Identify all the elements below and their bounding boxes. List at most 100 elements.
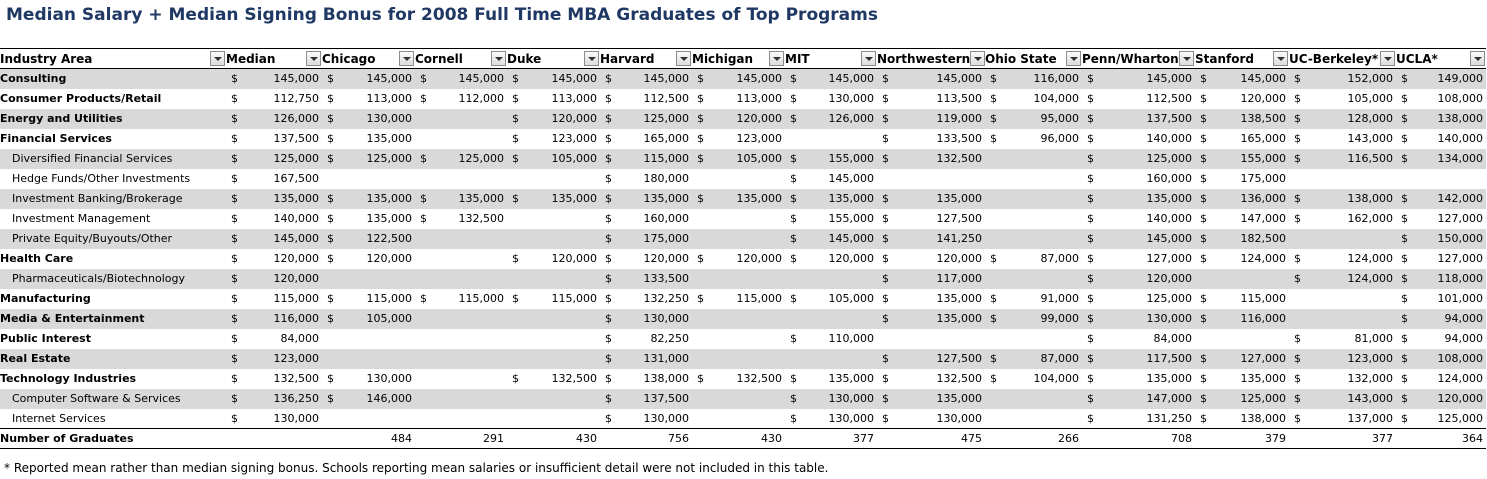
table-cell: $167,500 (226, 169, 322, 189)
filter-dropdown-icon[interactable] (1273, 51, 1288, 66)
filter-dropdown-icon[interactable] (970, 51, 985, 66)
cell-value: 291 (483, 432, 504, 445)
currency-symbol: $ (1200, 171, 1207, 185)
cell-value: 135,000 (936, 191, 983, 205)
table-cell: $101,000 (1396, 289, 1486, 309)
filter-dropdown-icon[interactable] (584, 51, 599, 66)
table-cell: $133,500 (877, 129, 985, 149)
filter-dropdown-icon[interactable] (306, 51, 321, 66)
table-cell: $145,000 (415, 68, 507, 89)
currency-symbol: $ (790, 251, 797, 265)
cell-value: 145,000 (936, 72, 983, 85)
cell-value: 125,000 (1437, 411, 1484, 425)
cell-value: 266 (1058, 432, 1079, 445)
currency-symbol: $ (882, 131, 889, 145)
table-row: Manufacturing $115,000 $115,000 $115,000 $11… (0, 289, 1486, 309)
table-cell: $123,000 (692, 129, 785, 149)
table-cell: $125,000 (1082, 148, 1195, 169)
currency-symbol: $ (231, 231, 238, 245)
cell-value: 133,500 (643, 271, 690, 285)
table-cell: $96,000 (985, 129, 1082, 149)
filter-dropdown-icon[interactable] (1179, 51, 1194, 66)
table-row: Energy and Utilities $126,000 $130,000 $120… (0, 108, 1486, 129)
table-cell: $175,000 (600, 228, 692, 249)
table-cell: $130,000 (785, 89, 877, 109)
table-cell: $135,000 (322, 129, 415, 149)
cell-value: 94,000 (1444, 311, 1484, 325)
currency-symbol: $ (327, 211, 334, 225)
table-cell: $84,000 (226, 329, 322, 349)
currency-symbol: $ (697, 371, 704, 385)
table-cell (226, 428, 322, 449)
currency-symbol: $ (790, 391, 797, 405)
currency-symbol: $ (605, 151, 612, 165)
table-cell (985, 169, 1082, 189)
row-label: Computer Software & Services (0, 388, 226, 409)
table-cell (985, 268, 1082, 289)
table-cell (692, 308, 785, 329)
cell-value: 116,000 (1240, 311, 1287, 325)
currency-symbol: $ (1401, 231, 1408, 245)
currency-symbol: $ (605, 411, 612, 425)
filter-dropdown-icon[interactable] (491, 51, 506, 66)
cell-value: 125,000 (366, 151, 413, 165)
table-row: Health Care $120,000 $120,000 $120,000 $120,… (0, 249, 1486, 269)
cell-value: 145,000 (736, 72, 783, 85)
cell-value: 130,000 (643, 411, 690, 425)
filter-dropdown-icon[interactable] (399, 51, 414, 66)
filter-dropdown-icon[interactable] (861, 51, 876, 66)
cell-value: 124,000 (1240, 251, 1287, 265)
currency-symbol: $ (1401, 331, 1408, 345)
cell-value: 167,500 (273, 171, 320, 185)
cell-value: 120,000 (273, 271, 320, 285)
table-cell (1289, 289, 1396, 309)
table-cell: $124,000 (1289, 249, 1396, 269)
cell-value: 132,500 (736, 371, 783, 385)
cell-value: 135,000 (1146, 191, 1193, 205)
cell-value: 165,000 (1240, 131, 1287, 145)
cell-value: 147,000 (1240, 211, 1287, 225)
cell-value: 146,000 (366, 391, 413, 405)
filter-dropdown-icon[interactable] (769, 51, 784, 66)
currency-symbol: $ (882, 291, 889, 305)
column-header-label: UCLA* (1396, 51, 1438, 66)
table-cell: $120,000 (322, 249, 415, 269)
table-cell (692, 209, 785, 229)
column-header-label: Cornell (415, 51, 463, 66)
filter-dropdown-icon[interactable] (1470, 51, 1485, 66)
cell-value: 113,500 (936, 91, 983, 105)
currency-symbol: $ (327, 251, 334, 265)
cell-value: 756 (668, 432, 689, 445)
cell-value: 152,000 (1347, 72, 1394, 85)
currency-symbol: $ (882, 72, 889, 85)
cell-value: 475 (961, 432, 982, 445)
table-cell: $147,000 (1082, 388, 1195, 409)
currency-symbol: $ (327, 191, 334, 205)
row-label: Energy and Utilities (0, 108, 226, 129)
cell-value: 130,000 (366, 371, 413, 385)
cell-value: 87,000 (1040, 351, 1080, 365)
cell-value: 110,000 (828, 331, 875, 345)
filter-dropdown-icon[interactable] (210, 51, 225, 66)
currency-symbol: $ (605, 291, 612, 305)
table-cell: $120,000 (507, 108, 600, 129)
table-cell: $115,000 (507, 289, 600, 309)
currency-symbol: $ (605, 351, 612, 365)
column-header-label: Penn/Wharton (1082, 51, 1179, 66)
currency-symbol: $ (605, 331, 612, 345)
currency-symbol: $ (1200, 371, 1207, 385)
table-cell: $127,000 (1396, 249, 1486, 269)
filter-dropdown-icon[interactable] (1066, 51, 1081, 66)
cell-value: 133,500 (936, 131, 983, 145)
table-cell: $130,000 (1082, 308, 1195, 329)
column-header-label: Northwestern (877, 51, 971, 66)
filter-dropdown-icon[interactable] (1380, 51, 1395, 66)
cell-value: 160,000 (643, 211, 690, 225)
currency-symbol: $ (231, 72, 238, 85)
table-cell (1289, 308, 1396, 329)
filter-dropdown-icon[interactable] (676, 51, 691, 66)
currency-symbol: $ (1087, 91, 1094, 105)
cell-value: 123,000 (551, 131, 598, 145)
cell-value: 145,000 (643, 72, 690, 85)
table-cell (322, 409, 415, 429)
